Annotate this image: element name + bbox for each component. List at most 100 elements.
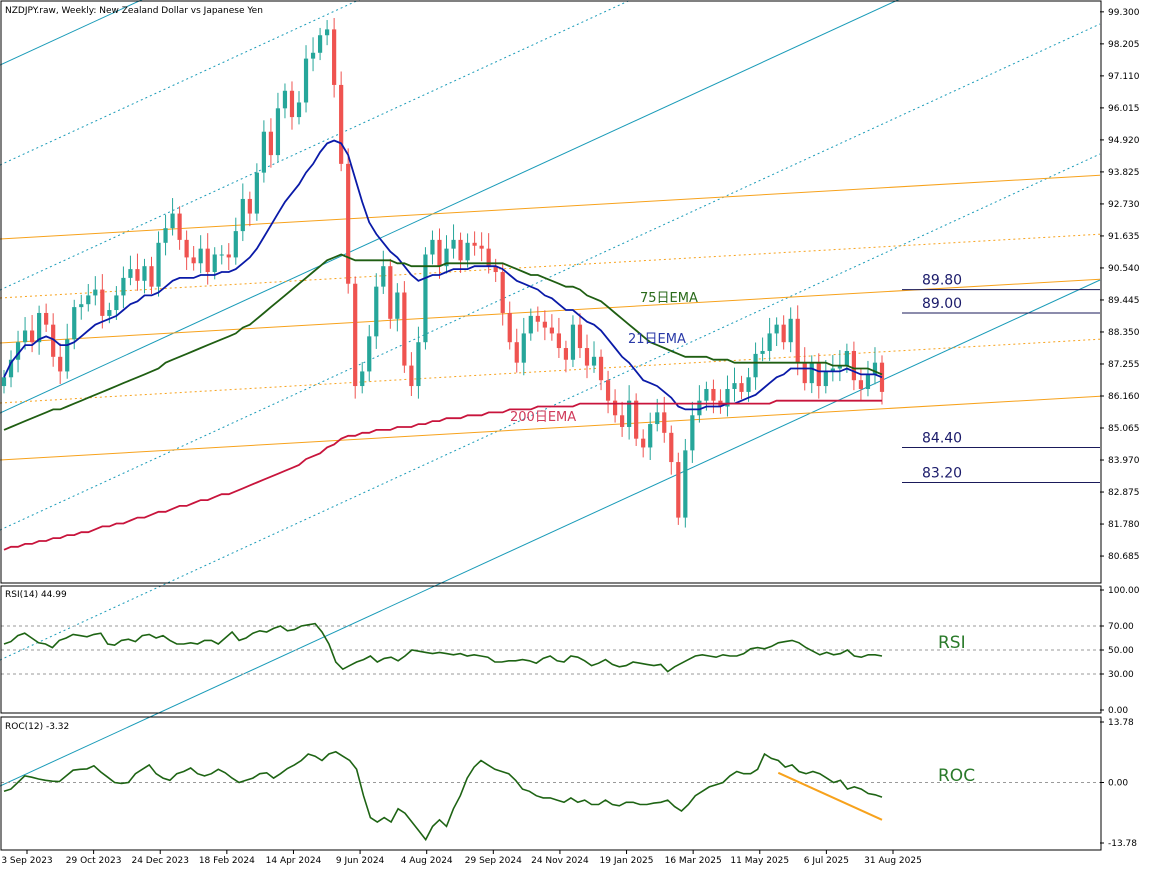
- candle-body: [781, 324, 786, 343]
- candle-body: [591, 356, 597, 366]
- candle-body: [367, 336, 372, 372]
- candle-body: [381, 266, 386, 287]
- candle-body: [402, 292, 407, 366]
- candle-body: [802, 362, 807, 384]
- candle-body: [662, 412, 667, 433]
- orange-channel-line: [0, 174, 1101, 240]
- candle-body: [746, 377, 751, 392]
- channel-line: [0, 0, 632, 291]
- level-label: 83.20: [922, 466, 962, 482]
- candle-body: [177, 213, 182, 240]
- candle-body: [865, 374, 871, 389]
- candle-body: [683, 450, 688, 518]
- candle-body: [86, 295, 91, 305]
- candle-body: [851, 350, 857, 381]
- candle-body: [332, 29, 337, 85]
- x-tick-label: 6 Jul 2025: [804, 856, 849, 866]
- candle-body: [627, 400, 632, 427]
- candle-body: [809, 362, 814, 384]
- rsi-annotation: RSI: [938, 633, 966, 653]
- y-tick-label: 97.110: [1108, 72, 1140, 82]
- candle-body: [65, 339, 70, 372]
- candle-body: [676, 462, 681, 518]
- y-tick-label: 94.920: [1108, 136, 1140, 146]
- candle-body: [444, 248, 449, 267]
- ema-lines: [3, 139, 883, 551]
- x-tick-label: 3 Sep 2023: [1, 856, 52, 866]
- candle-body: [1, 377, 7, 387]
- y-tick-label: 96.015: [1108, 104, 1140, 114]
- candle-body: [156, 242, 161, 287]
- y-tick-label: 98.205: [1108, 40, 1140, 50]
- candle-body: [163, 228, 168, 243]
- x-tick-label: 18 Feb 2024: [199, 856, 255, 866]
- candle-body: [753, 353, 758, 378]
- rsi-y-tick-label: 50.00: [1108, 646, 1134, 656]
- candle-body: [563, 348, 569, 360]
- channel-line: [0, 0, 360, 166]
- candle-body: [44, 312, 49, 325]
- candle-body: [451, 239, 456, 249]
- rsi-title: RSI(14) 44.99: [5, 590, 67, 600]
- x-tick-label: 24 Dec 2023: [131, 856, 189, 866]
- x-tick-label: 11 May 2025: [730, 856, 789, 866]
- candle-body: [584, 348, 590, 366]
- candle-body: [226, 254, 231, 258]
- y-tick-label: 91.635: [1108, 232, 1140, 242]
- candle-body: [493, 266, 498, 273]
- level-label: 89.00: [922, 296, 962, 312]
- candle-body: [198, 248, 203, 264]
- candle-body: [317, 35, 323, 53]
- candle-body: [128, 269, 133, 278]
- candle-body: [240, 198, 245, 232]
- candle-body: [29, 330, 35, 343]
- candle-body: [184, 239, 189, 258]
- x-tick-label: 4 Aug 2024: [401, 856, 453, 866]
- roc-y-tick-label: -13.78: [1108, 839, 1137, 849]
- candle-body: [107, 310, 112, 316]
- rsi-line: [3, 622, 883, 673]
- x-tick-label: 16 Mar 2025: [665, 856, 722, 866]
- candle-body: [51, 324, 56, 357]
- candle-body: [479, 245, 484, 249]
- x-tick-label: 19 Jan 2025: [600, 856, 654, 866]
- candle-body: [655, 412, 660, 425]
- candle-body: [620, 415, 625, 427]
- candle-body: [872, 362, 878, 375]
- roc-line: [3, 750, 883, 842]
- x-tick-label: 31 Aug 2025: [864, 856, 922, 866]
- candle-body: [416, 342, 421, 387]
- candle-body: [8, 359, 14, 378]
- y-tick-label: 88.350: [1108, 328, 1140, 338]
- candle-body: [374, 286, 379, 337]
- candle-body: [79, 304, 84, 308]
- candle-body: [507, 312, 512, 343]
- candle-body: [816, 362, 821, 387]
- y-tick-label: 90.540: [1108, 264, 1140, 274]
- candle-body: [823, 371, 828, 387]
- candle-body: [774, 324, 779, 334]
- candle-body: [669, 432, 674, 463]
- candle-body: [275, 108, 281, 156]
- candle-body: [114, 295, 119, 311]
- ema21-label: 21日EMA: [628, 332, 686, 347]
- candle-body: [346, 163, 351, 284]
- candle-body: [788, 318, 793, 343]
- price-panel: 89.80 89.00 84.40 83.20 75日EMA 21日EMA 200日E…: [0, 0, 1140, 787]
- candle-body: [837, 365, 842, 369]
- candle-body: [325, 29, 330, 36]
- candle-body: [549, 327, 554, 334]
- rsi-y-tick-label: 0.00: [1108, 706, 1128, 716]
- candle-body: [472, 242, 477, 246]
- candle-body: [465, 242, 470, 261]
- candle-body: [100, 289, 105, 316]
- roc-panel: ROC(12) -3.32 ROC 13.78 0.00 -13.78: [0, 716, 1137, 851]
- candle-body: [121, 277, 126, 296]
- y-tick-label: 83.970: [1108, 456, 1140, 466]
- candle-body: [725, 388, 730, 407]
- roc-y-axis: 13.78 0.00 -13.78: [1100, 718, 1137, 849]
- price-y-axis: 99.300 98.205 97.110 96.015 94.920 93.825 92.7…: [1100, 8, 1140, 562]
- roc-title: ROC(12) -3.32: [5, 722, 69, 732]
